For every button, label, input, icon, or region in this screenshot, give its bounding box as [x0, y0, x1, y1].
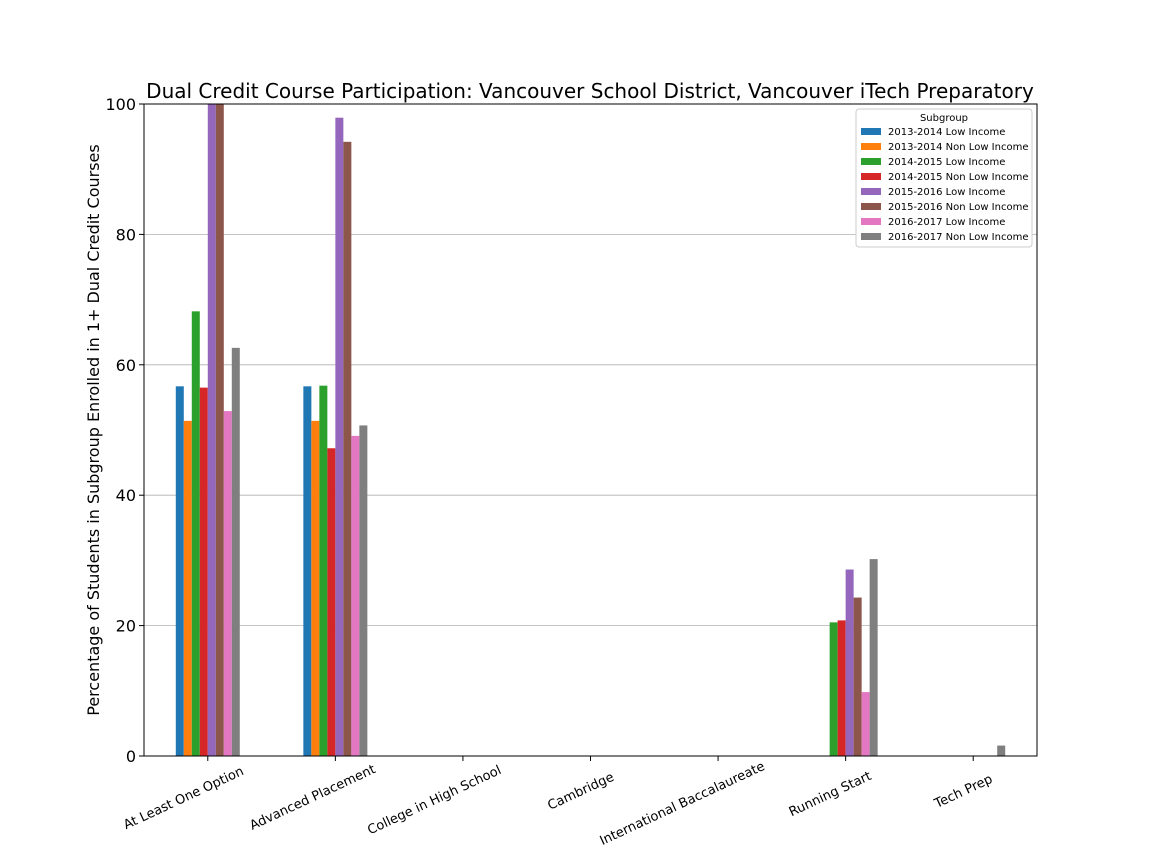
x-tick-label: Tech Prep [932, 772, 996, 812]
legend-swatch [861, 173, 881, 180]
bar [869, 559, 878, 756]
bar [199, 387, 208, 756]
y-axis-ticks: 0 20 40 60 80 100 [105, 95, 144, 766]
bar [837, 620, 846, 756]
bar [335, 117, 344, 756]
bar [175, 386, 184, 756]
bar [853, 597, 862, 756]
legend-label: 2013-2014 Low Income [888, 127, 1005, 138]
bar [997, 745, 1006, 756]
x-tick-label: International Baccalaureate [598, 759, 768, 849]
y-tick-label: 80 [116, 225, 136, 244]
x-axis-ticks: At Least One Option Advanced PlacementCol… [121, 756, 995, 849]
legend-swatch [861, 143, 881, 150]
x-tick-label: Advanced Placement [248, 762, 378, 833]
legend-swatch [861, 188, 881, 195]
legend: Subgroup 2013-2014 Low Income 2013-2014 No… [855, 108, 1033, 248]
bar [343, 141, 352, 757]
legend-box [855, 108, 1033, 248]
x-tick-label: Cambridge [546, 770, 617, 814]
bar [231, 347, 240, 756]
chart-title: Dual Credit Course Participation: Vancou… [146, 79, 1034, 103]
legend-label: 2013-2014 Non Low Income [888, 142, 1028, 153]
bar [223, 411, 232, 756]
legend-label: 2015-2016 Low Income [888, 187, 1005, 198]
y-tick-label: 40 [116, 486, 136, 505]
bar [207, 104, 216, 756]
bar [359, 425, 368, 756]
legend-swatch [861, 203, 881, 210]
bar [303, 386, 312, 756]
x-tick-label: Running Start [787, 769, 874, 820]
bar [351, 435, 360, 756]
legend-label: 2014-2015 Low Income [888, 157, 1005, 168]
y-tick-label: 20 [116, 617, 136, 636]
bar [327, 448, 336, 756]
legend-swatch [861, 158, 881, 165]
legend-label: 2014-2015 Non Low Income [888, 172, 1028, 183]
legend-label: 2016-2017 Non Low Income [888, 232, 1028, 243]
legend-swatch [861, 233, 881, 240]
bar [311, 420, 320, 756]
bar [183, 420, 192, 756]
bar [215, 104, 224, 756]
bar [861, 692, 870, 756]
y-tick-label: 0 [126, 747, 136, 766]
bars [175, 104, 1006, 757]
legend-swatch [861, 218, 881, 225]
y-tick-label: 100 [105, 95, 136, 114]
y-axis-label: Percentage of Students in Subgroup Enrol… [84, 144, 103, 715]
bar [829, 622, 838, 756]
x-tick-label: At Least One Option [121, 764, 246, 833]
gridlines [144, 233, 1037, 626]
bar [191, 311, 200, 756]
x-tick-label: College in High School [365, 763, 503, 838]
bar [845, 569, 854, 756]
y-tick-label: 60 [116, 356, 136, 375]
legend-label: 2015-2016 Non Low Income [888, 202, 1028, 213]
legend-label: 2016-2017 Low Income [888, 217, 1005, 228]
bar [319, 385, 328, 756]
legend-swatch [861, 128, 881, 135]
legend-title: Subgroup [920, 113, 968, 124]
